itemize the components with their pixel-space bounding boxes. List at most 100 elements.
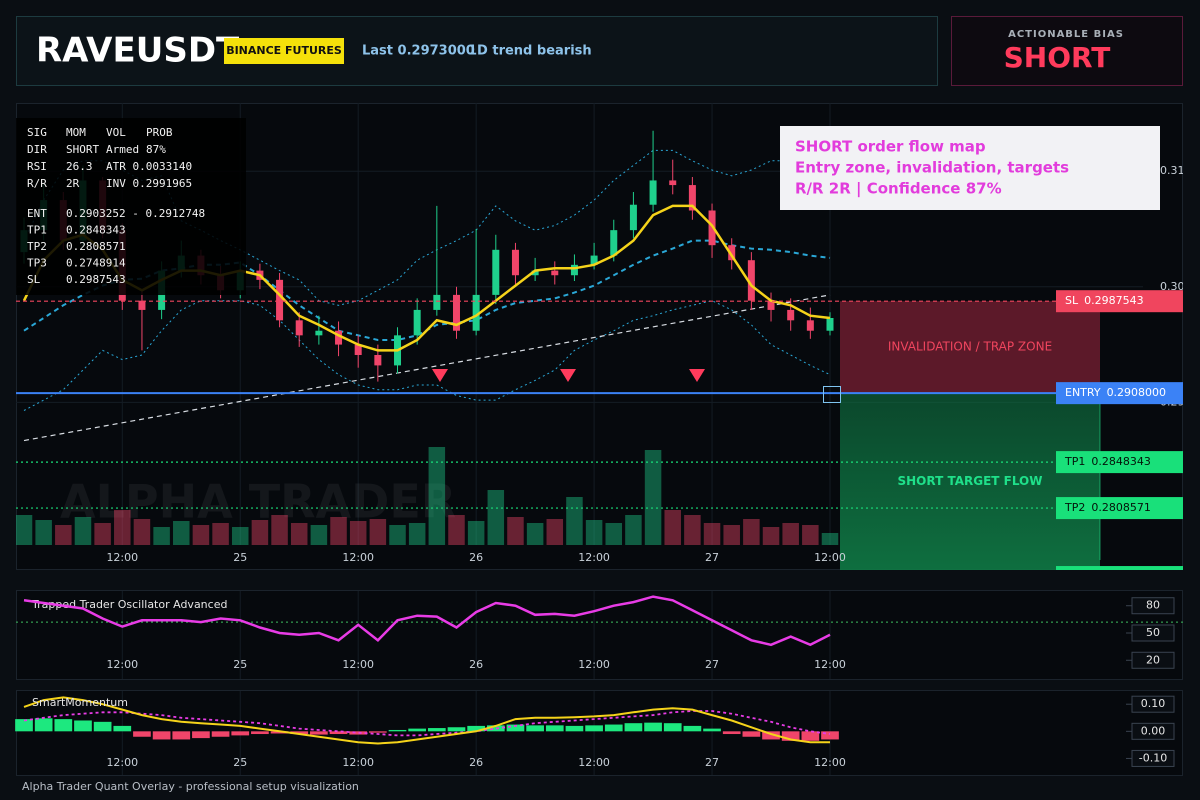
momentum-line (23, 696, 830, 745)
volume-bar (428, 447, 446, 545)
volume-bar (703, 523, 721, 545)
candle-body (629, 204, 637, 231)
candle-body (276, 279, 284, 321)
momentum-bar (585, 725, 603, 732)
volume-bar (644, 450, 662, 545)
candle-body (511, 249, 519, 276)
x-tick-label: 25 (233, 756, 247, 769)
footer: Alpha Trader Quant Overlay - professiona… (22, 780, 359, 793)
momentum-bar (683, 725, 702, 732)
candle-body (374, 354, 382, 366)
signal-arrow (560, 369, 576, 382)
bias-label: ACTIONABLE BIAS (1008, 29, 1124, 40)
volume-bar (114, 510, 131, 545)
volume-bar (133, 519, 151, 545)
momentum-bar (624, 723, 643, 732)
momentum-bar (152, 731, 171, 740)
candle-body (728, 245, 736, 261)
momentum-chart: SmartMomentum 0.10 0.00 -0.10 (15, 691, 1175, 775)
level-label-box (1056, 382, 1183, 405)
momentum-bar (329, 731, 348, 735)
volume-bar (782, 523, 799, 545)
x-tick-label: 12:00 (814, 658, 846, 671)
x-tick-label: 12:00 (342, 551, 374, 564)
candle-body (295, 320, 303, 336)
volume-bar (330, 517, 347, 545)
info-cell: PROB (146, 126, 173, 139)
momentum-bar (467, 725, 485, 732)
x-tick-label: 12:00 (814, 756, 846, 769)
x-tick-label: 12:00 (342, 658, 374, 671)
info-cell: 87% (146, 143, 166, 156)
volume-bar (605, 523, 623, 545)
volume-bar (546, 519, 564, 545)
x-tick-label: 27 (705, 658, 719, 671)
x-tick-label: 27 (705, 551, 719, 564)
volume-bar (271, 515, 288, 545)
volume-bar (664, 510, 681, 545)
info-cell: SL (27, 273, 41, 286)
volume-bar (566, 497, 583, 545)
momentum-bar (762, 731, 780, 740)
zone-label: INVALIDATION / TRAP ZONE (888, 340, 1052, 354)
x-tick-label: 26 (469, 658, 483, 671)
bias-box (951, 16, 1183, 86)
x-tick-label: 25 (233, 551, 247, 564)
momentum-bar (703, 728, 721, 732)
oscillator-line (23, 595, 831, 647)
watermark: ALPHA TRADER (60, 475, 456, 529)
volume-bar (192, 525, 210, 545)
info-cell: VOL (106, 126, 126, 139)
momentum-bar (133, 731, 151, 737)
volume-bar (94, 523, 111, 545)
momentum-bar (15, 719, 33, 732)
oscillator-panel (16, 590, 1183, 680)
level-label-box (1056, 290, 1183, 313)
volume-bar (231, 527, 249, 545)
x-tick-label: 12:00 (578, 658, 610, 671)
momentum-bar (192, 731, 210, 739)
volume-bar (153, 527, 170, 545)
volume-bar (487, 490, 505, 545)
momentum-bar (644, 722, 662, 732)
annotation-line: Entry zone, invalidation, targets (795, 159, 1069, 177)
level-label: SL 0.2987543 (1065, 294, 1144, 307)
volume-bar (173, 521, 190, 545)
target-zone (840, 393, 1100, 570)
info-cell: 2R (66, 177, 80, 190)
level-name: TP1 (1064, 455, 1085, 468)
candle-body (610, 230, 618, 256)
signal-arrow (432, 369, 448, 382)
info-cell: RSI (27, 160, 47, 173)
level-value: 0.2908000 (1107, 386, 1167, 399)
momentum-bar (349, 731, 368, 735)
candle-body (570, 264, 578, 276)
momentum-bar (801, 731, 820, 741)
info-cell: 0.2848343 (66, 224, 126, 237)
volume-bar (369, 519, 387, 545)
candle-body (492, 249, 500, 295)
exchange-badge (224, 38, 344, 64)
symbol: RAVEUSDT (36, 31, 240, 71)
level-name: SL (1065, 294, 1079, 307)
candle-body (551, 270, 559, 276)
y-tick-label: 80 (1146, 599, 1160, 612)
candle-body (747, 260, 755, 301)
momentum-bar (821, 731, 839, 740)
candle-body (413, 309, 421, 336)
level-name: TP2 (1064, 501, 1085, 514)
candle-body (138, 300, 146, 310)
signal-arrow (689, 369, 705, 382)
y-tick-label: 20 (1146, 653, 1160, 666)
volume-bar (802, 525, 819, 545)
volume-bar (448, 515, 465, 545)
momentum-bar (663, 723, 682, 732)
candle-body (354, 344, 362, 355)
momentum-bar (270, 731, 289, 734)
x-tick-label: 12:00 (106, 756, 138, 769)
momentum-bar (565, 725, 584, 732)
momentum-bar (172, 731, 191, 740)
